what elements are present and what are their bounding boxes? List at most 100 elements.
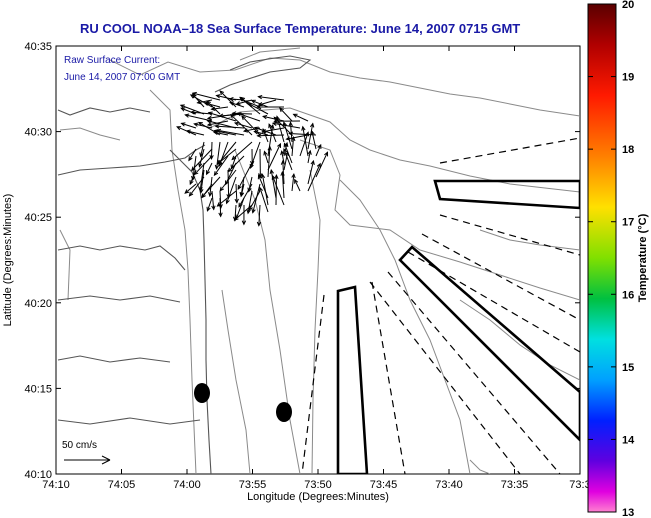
current-vector	[206, 162, 213, 176]
current-vector	[201, 176, 221, 199]
current-vector	[199, 169, 205, 194]
x-tick-label: 74:10	[42, 479, 70, 491]
current-vector	[307, 162, 321, 192]
current-vector	[279, 107, 293, 122]
current-vector	[310, 130, 317, 150]
current-vector	[189, 94, 213, 108]
scale-arrow	[64, 455, 111, 465]
current-vector	[274, 174, 279, 206]
current-vector	[234, 183, 239, 204]
current-vector	[213, 155, 229, 177]
current-vector	[269, 168, 277, 199]
radar-sectors	[301, 137, 580, 474]
current-vector	[280, 159, 286, 185]
current-vector	[189, 110, 213, 115]
current-vector	[301, 125, 309, 157]
current-vector	[215, 128, 245, 136]
lease-area-2	[398, 245, 580, 442]
current-vector	[218, 197, 223, 218]
current-vector	[236, 112, 261, 122]
current-vector	[191, 91, 221, 101]
x-tick-label: 73:50	[304, 479, 332, 491]
current-vector	[271, 121, 301, 129]
current-vector	[230, 114, 253, 136]
current-vector	[214, 124, 245, 129]
map-title: RU COOL NOAA–18 Sea Surface Temperature:…	[80, 21, 520, 36]
current-vector	[263, 150, 269, 164]
current-vector	[291, 136, 296, 157]
current-vector	[248, 190, 261, 211]
current-vector	[241, 204, 247, 226]
y-tick-label: 40:25	[24, 212, 52, 224]
current-vector	[180, 122, 197, 129]
current-vector	[238, 183, 253, 208]
current-vector	[307, 149, 312, 164]
scale-bar-label: 50 cm/s	[62, 440, 97, 451]
current-vector	[219, 169, 237, 192]
current-vector	[210, 106, 229, 111]
current-vector	[184, 113, 213, 122]
colorbar-ticks: 20 19 18 17 16 15 14 13	[588, 0, 635, 518]
colorbar-tick-label: 17	[622, 217, 634, 229]
x-tick-label: 73:40	[435, 479, 463, 491]
current-vector	[237, 162, 253, 190]
current-vector	[231, 141, 253, 161]
current-vector	[307, 159, 315, 185]
current-vector	[206, 197, 213, 212]
current-vector	[307, 122, 315, 150]
colorbar-tick-label: 13	[622, 507, 634, 518]
current-vector	[280, 170, 285, 199]
x-tick-label: 73:55	[239, 479, 267, 491]
current-vector	[190, 148, 213, 172]
current-vector	[225, 176, 237, 205]
current-vector	[247, 103, 269, 115]
y-tick-label: 40:30	[24, 127, 52, 139]
current-vector	[231, 111, 253, 116]
current-vector	[267, 145, 272, 178]
y-tick-label: 40:35	[24, 41, 52, 53]
y-tick-label: 40:15	[24, 383, 52, 395]
current-vector	[291, 172, 296, 192]
current-vector	[249, 141, 261, 169]
current-vector	[256, 133, 285, 138]
x-axis: 74:10 74:05 74:00 73:55 73:50 73:45 73:40 73:35…	[42, 46, 591, 491]
x-tick-label: 73:45	[370, 479, 398, 491]
colorbar-tick-label: 20	[622, 0, 634, 11]
current-vector	[315, 151, 329, 178]
current-vector	[193, 155, 213, 176]
current-vector	[292, 113, 309, 122]
lease-areas	[336, 179, 580, 474]
current-vector	[235, 99, 253, 106]
current-vector	[233, 121, 253, 129]
current-vector	[184, 183, 197, 194]
current-vector	[280, 150, 285, 164]
current-vector	[227, 155, 245, 173]
current-vector	[193, 122, 213, 129]
buoy-marker	[276, 402, 292, 422]
colorbar	[587, 3, 617, 513]
current-vector	[258, 186, 269, 213]
current-vector	[268, 123, 277, 143]
y-tick-label: 40:20	[24, 298, 52, 310]
current-vector	[253, 130, 269, 136]
current-vector	[283, 148, 293, 171]
current-vector	[216, 190, 237, 207]
current-vector	[188, 176, 205, 197]
current-vector	[257, 94, 285, 101]
current-vector	[188, 148, 197, 162]
lease-area-1	[433, 179, 580, 210]
y-axis: 40:35 40:30 40:25 40:20 40:15 40:10	[24, 41, 580, 481]
current-vector	[256, 204, 262, 227]
current-vector	[185, 129, 205, 136]
colorbar-tick-label: 18	[622, 144, 634, 156]
current-vector	[271, 174, 285, 206]
surface-current-vectors	[176, 90, 329, 227]
current-vector	[283, 142, 293, 164]
current-vector	[294, 178, 301, 192]
current-vector	[211, 190, 216, 211]
colorbar-tick-label: 15	[622, 362, 634, 374]
bathymetry-contours	[59, 47, 580, 474]
current-vector	[239, 183, 245, 198]
x-tick-label: 74:05	[108, 479, 136, 491]
